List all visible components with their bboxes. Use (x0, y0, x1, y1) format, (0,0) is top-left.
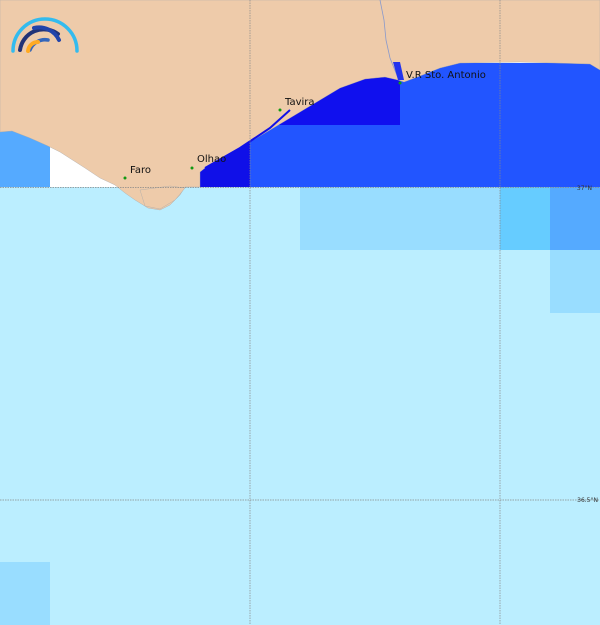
city-tavira[interactable]: Tavira (278, 97, 315, 112)
city-label: Tavira (284, 97, 315, 108)
city-label: V.R Sto. Antonio (406, 70, 486, 81)
city-olhao[interactable]: Olhao (190, 154, 227, 170)
city-dot (278, 108, 282, 112)
estuary (393, 62, 404, 80)
city-vr-sto-antonio[interactable]: V.R Sto. Antonio (398, 70, 486, 85)
ocean-cell (0, 562, 50, 625)
lagoon-channel (204, 109, 291, 169)
city-dot (123, 176, 127, 180)
city-label: Faro (130, 165, 151, 176)
ocean-cell (550, 250, 600, 313)
lat-label-37: 37°N (577, 185, 592, 192)
city-faro[interactable]: Faro (123, 165, 151, 180)
arc-logo-icon (11, 17, 79, 53)
ocean-cell (500, 187, 550, 250)
city-dot (398, 81, 402, 85)
ocean-cell (550, 187, 600, 250)
ocean-cell (0, 187, 600, 625)
city-label: Olhao (197, 154, 226, 165)
city-dot (190, 166, 194, 170)
ocean-cell (300, 187, 500, 250)
river (379, 0, 399, 79)
lagoon-islands (139, 185, 186, 210)
lat-label-36-5: 36.5°N (577, 497, 598, 504)
